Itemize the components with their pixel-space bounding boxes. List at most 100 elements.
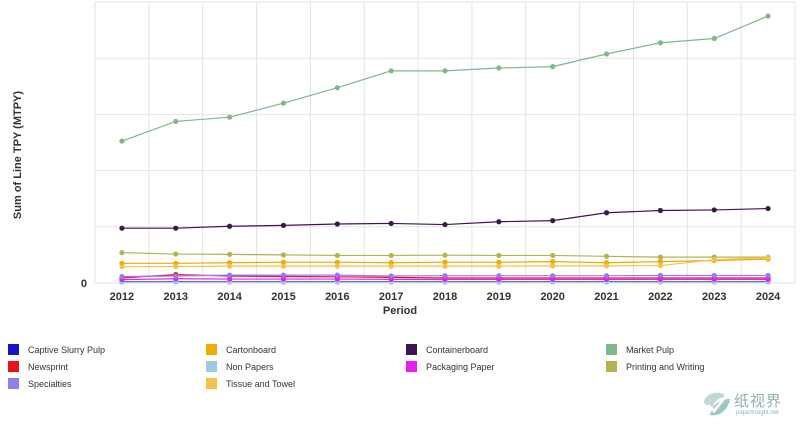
data-point[interactable] <box>388 68 394 74</box>
data-point[interactable] <box>765 13 771 19</box>
data-point[interactable] <box>442 276 448 282</box>
data-point[interactable] <box>603 273 610 279</box>
legend-item[interactable]: Packaging Paper <box>406 361 495 372</box>
data-point[interactable] <box>334 276 340 282</box>
data-point[interactable] <box>603 253 610 259</box>
series-tissue-and-towel <box>119 255 771 270</box>
data-point[interactable] <box>173 118 179 125</box>
data-point[interactable] <box>603 210 610 216</box>
legend-item[interactable]: Captive Slurry Pulp <box>8 344 105 355</box>
data-point[interactable] <box>334 85 340 91</box>
data-point[interactable] <box>442 221 448 228</box>
data-point[interactable] <box>227 251 233 257</box>
data-point[interactable] <box>280 259 287 265</box>
x-tick-label: 2017 <box>379 291 403 300</box>
data-point[interactable] <box>657 259 663 265</box>
data-point[interactable] <box>496 273 502 279</box>
legend-swatch <box>606 361 617 372</box>
data-point[interactable] <box>280 272 287 278</box>
data-point[interactable] <box>280 263 287 269</box>
data-point[interactable] <box>603 51 610 57</box>
data-point[interactable] <box>173 225 179 231</box>
data-point[interactable] <box>388 252 394 259</box>
series-line <box>121 15 769 142</box>
data-point[interactable] <box>657 40 663 46</box>
data-point[interactable] <box>603 263 610 269</box>
legend-swatch <box>606 344 617 355</box>
data-point[interactable] <box>657 207 663 214</box>
data-point[interactable] <box>496 252 502 259</box>
data-point[interactable] <box>334 259 340 265</box>
data-point[interactable] <box>119 138 125 144</box>
data-point[interactable] <box>496 219 502 225</box>
data-point[interactable] <box>711 35 717 42</box>
data-point[interactable] <box>550 64 556 70</box>
data-point[interactable] <box>496 259 502 265</box>
legend-item[interactable]: Printing and Writing <box>606 361 704 372</box>
data-point[interactable] <box>657 262 663 269</box>
x-tick-label: 2014 <box>217 291 242 300</box>
legend-swatch <box>206 361 217 372</box>
data-point[interactable] <box>334 272 340 278</box>
legend-item[interactable]: Non Papers <box>206 361 274 372</box>
data-point[interactable] <box>603 276 610 282</box>
data-point[interactable] <box>657 254 663 260</box>
data-point[interactable] <box>227 263 233 269</box>
data-point[interactable] <box>765 205 771 212</box>
data-point[interactable] <box>334 263 340 269</box>
data-point[interactable] <box>765 255 771 261</box>
data-point[interactable] <box>388 263 394 269</box>
data-point[interactable] <box>657 272 663 279</box>
data-point[interactable] <box>496 276 502 282</box>
data-point[interactable] <box>442 259 448 265</box>
data-point[interactable] <box>280 276 287 282</box>
data-point[interactable] <box>227 223 233 229</box>
legend-item[interactable]: Cartonboard <box>206 344 276 355</box>
data-point[interactable] <box>496 65 502 71</box>
data-point[interactable] <box>227 276 233 282</box>
legend-item[interactable]: Market Pulp <box>606 344 674 355</box>
legend-item[interactable]: Newsprint <box>8 361 68 372</box>
data-point[interactable] <box>657 276 663 282</box>
legend-label: Newsprint <box>28 361 69 372</box>
data-point[interactable] <box>119 225 125 231</box>
legend-item[interactable]: Containerboard <box>406 344 488 355</box>
data-point[interactable] <box>496 263 502 269</box>
data-point[interactable] <box>442 273 448 279</box>
data-point[interactable] <box>173 251 179 257</box>
data-point[interactable] <box>119 264 125 270</box>
data-point[interactable] <box>119 250 125 256</box>
data-point[interactable] <box>711 257 717 263</box>
data-point[interactable] <box>119 273 125 280</box>
data-point[interactable] <box>765 272 771 279</box>
data-point[interactable] <box>442 252 448 258</box>
data-point[interactable] <box>765 276 771 282</box>
data-point[interactable] <box>550 263 556 269</box>
data-point[interactable] <box>711 207 717 213</box>
legend-item[interactable]: Specialties <box>8 378 72 389</box>
data-point[interactable] <box>388 220 394 227</box>
data-point[interactable] <box>280 222 287 228</box>
data-point[interactable] <box>173 263 179 270</box>
data-point[interactable] <box>711 272 717 279</box>
data-point[interactable] <box>173 273 179 279</box>
data-point[interactable] <box>550 273 556 279</box>
data-point[interactable] <box>442 263 448 269</box>
data-point[interactable] <box>334 221 340 227</box>
data-point[interactable] <box>227 272 233 278</box>
data-point[interactable] <box>227 114 233 120</box>
data-point[interactable] <box>280 252 287 258</box>
data-point[interactable] <box>550 259 556 265</box>
legend-item[interactable]: Tissue and Towel <box>206 378 295 389</box>
y-axis-ticks: 0 <box>81 278 87 290</box>
data-point[interactable] <box>550 218 556 224</box>
chart-grid <box>94 1 796 284</box>
data-point[interactable] <box>334 252 340 259</box>
data-point[interactable] <box>550 276 556 282</box>
data-point[interactable] <box>711 276 717 282</box>
data-point[interactable] <box>280 100 287 106</box>
data-point[interactable] <box>442 68 448 74</box>
x-tick-label: 2012 <box>110 291 134 300</box>
data-point[interactable] <box>550 252 556 259</box>
data-point[interactable] <box>388 273 394 279</box>
